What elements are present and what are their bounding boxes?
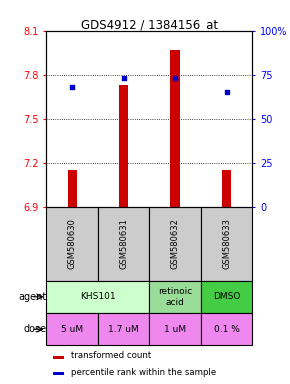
Point [224, 89, 229, 95]
Bar [201, 313, 252, 346]
Text: 0.1 %: 0.1 % [214, 325, 240, 334]
Point [173, 75, 177, 81]
Point [70, 84, 75, 90]
Text: percentile rank within the sample: percentile rank within the sample [71, 367, 216, 377]
Text: 1 uM: 1 uM [164, 325, 186, 334]
Bar [149, 313, 201, 346]
Text: dose: dose [23, 324, 46, 334]
Bar [201, 281, 252, 313]
Bar [46, 281, 149, 313]
Bar [98, 313, 149, 346]
Text: 1.7 uM: 1.7 uM [108, 325, 139, 334]
Bar [46, 313, 98, 346]
Text: agent: agent [18, 292, 46, 302]
Bar [98, 207, 149, 281]
Bar [52, 356, 64, 359]
Text: KHS101: KHS101 [80, 292, 116, 301]
Text: DMSO: DMSO [213, 292, 240, 301]
Text: GSM580632: GSM580632 [171, 218, 180, 269]
Bar [119, 85, 128, 207]
Bar [68, 170, 77, 207]
Text: GSM580633: GSM580633 [222, 218, 231, 269]
Bar [222, 170, 231, 207]
Bar [201, 207, 252, 281]
Text: transformed count: transformed count [71, 351, 151, 360]
Point [121, 75, 126, 81]
Bar [149, 281, 201, 313]
Title: GDS4912 / 1384156_at: GDS4912 / 1384156_at [81, 18, 218, 31]
Text: GSM580630: GSM580630 [68, 218, 77, 269]
Bar [149, 207, 201, 281]
Bar [52, 372, 64, 375]
Text: retinoic
acid: retinoic acid [158, 287, 192, 306]
Text: GSM580631: GSM580631 [119, 218, 128, 269]
Text: 5 uM: 5 uM [61, 325, 83, 334]
Bar [46, 207, 98, 281]
Bar [171, 50, 180, 207]
